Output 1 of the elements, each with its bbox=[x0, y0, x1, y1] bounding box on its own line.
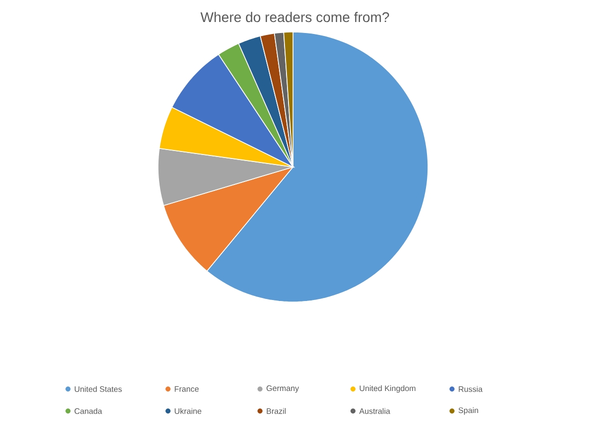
chart-title: Where do readers come from? bbox=[200, 12, 390, 22]
